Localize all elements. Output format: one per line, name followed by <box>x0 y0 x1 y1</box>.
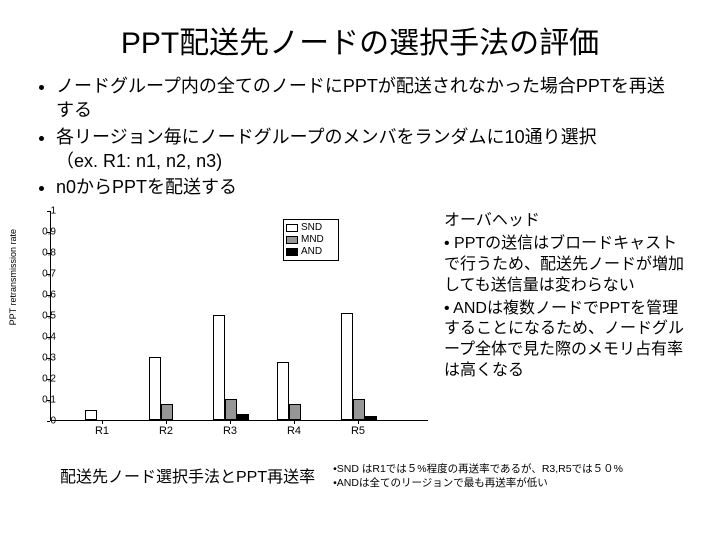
xtick-mark <box>358 421 359 424</box>
side-heading: オーバヘッド <box>444 211 686 232</box>
legend-label: SND <box>301 222 322 234</box>
legend-item: AND <box>286 246 336 258</box>
legend-swatch <box>286 248 298 256</box>
legend-item: SND <box>286 222 336 234</box>
chart-plot: SND MND AND <box>50 211 428 421</box>
ytick-label: 1 <box>50 206 56 217</box>
xtick-mark <box>102 421 103 424</box>
xtick-mark <box>230 421 231 424</box>
bar <box>237 414 249 420</box>
footnotes: •SND はR1では５%程度の再送率であるが、R3,R5では５０% •ANDは全… <box>315 463 623 489</box>
chart-caption: 配送先ノード選択手法とPPT再送率 <box>0 463 315 489</box>
ytick-mark <box>47 379 50 380</box>
ytick-mark <box>47 316 50 317</box>
xtick-mark <box>294 421 295 424</box>
legend-label: AND <box>301 246 322 258</box>
ytick-mark <box>47 358 50 359</box>
bar <box>277 362 289 421</box>
side-text: オーバヘッド • PPTの送信はブロードキャストで行うため、配送先ノードが増加し… <box>438 207 700 457</box>
ytick-mark <box>47 232 50 233</box>
legend-swatch <box>286 224 298 232</box>
ytick-mark <box>47 295 50 296</box>
ytick-mark <box>47 337 50 338</box>
legend-label: MND <box>301 234 324 246</box>
footnote-line: •ANDは全てのリージョンで最も再送率が低い <box>333 477 623 490</box>
legend-swatch <box>286 236 298 244</box>
xtick-label: R4 <box>287 425 301 437</box>
side-paragraph: • ANDは複数ノードでPPTを管理することになるため、ノードグループ全体で見た… <box>444 299 686 382</box>
ytick-mark <box>47 274 50 275</box>
bar <box>213 315 225 420</box>
xtick-label: R5 <box>351 425 365 437</box>
ytick-mark <box>47 253 50 254</box>
chart-container: PPT retransmission rate SND MND AND 00.1… <box>6 207 438 457</box>
ytick-mark <box>47 400 50 401</box>
chart-legend: SND MND AND <box>283 219 339 261</box>
page-title: PPT配送先ノードの選択手法の評価 <box>0 0 720 68</box>
bar <box>161 404 173 421</box>
bar <box>149 357 161 420</box>
bar <box>341 313 353 420</box>
bullet-item: n0からPPTを配送する <box>56 175 680 199</box>
ytick-label: 0 <box>50 416 56 427</box>
footnote-line: •SND はR1では５%程度の再送率であるが、R3,R5では５０% <box>333 463 623 476</box>
bar <box>85 410 97 421</box>
ytick-mark <box>47 421 50 422</box>
xtick-mark <box>166 421 167 424</box>
bar <box>365 416 377 420</box>
xtick-label: R2 <box>159 425 173 437</box>
bar <box>289 404 301 421</box>
legend-item: MND <box>286 234 336 246</box>
xtick-label: R3 <box>223 425 237 437</box>
bullet-list: ノードグループ内の全てのノードにPPTが配送されなかった場合PPTを再送する 各… <box>0 68 720 199</box>
bar <box>225 399 237 420</box>
bar <box>353 399 365 420</box>
bullet-item: ノードグループ内の全てのノードにPPTが配送されなかった場合PPTを再送する <box>56 74 680 123</box>
chart-ylabel: PPT retransmission rate <box>8 229 18 325</box>
xtick-label: R1 <box>95 425 109 437</box>
ytick-mark <box>47 211 50 212</box>
side-paragraph: • PPTの送信はブロードキャストで行うため、配送先ノードが増加しても送信量は変… <box>444 234 686 296</box>
bullet-item: 各リージョン毎にノードグループのメンバをランダムに10通り選択 （ex. R1:… <box>56 125 680 174</box>
